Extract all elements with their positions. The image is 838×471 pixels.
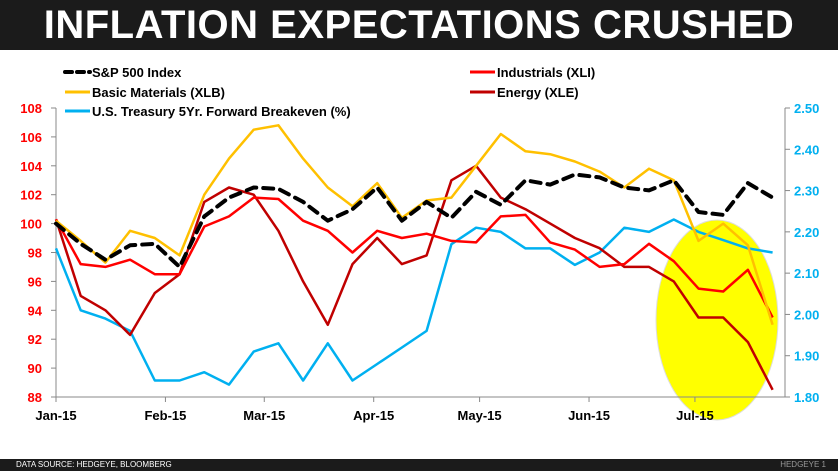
x-tick-label: Jun-15: [568, 408, 610, 423]
page-number: 1: [821, 460, 826, 469]
x-tick-label: Jan-15: [35, 408, 76, 423]
right-tick-label: 2.10: [794, 266, 819, 281]
left-tick-label: 88: [28, 390, 42, 405]
chart-title: INFLATION EXPECTATIONS CRUSHED: [43, 3, 795, 47]
footer: DATA SOURCE: HEDGEYE, BLOOMBERG HEDGEYE …: [0, 459, 838, 471]
left-tick-label: 100: [20, 217, 42, 232]
left-tick-label: 90: [28, 361, 42, 376]
right-tick-label: 2.50: [794, 101, 819, 116]
left-tick-label: 92: [28, 332, 42, 347]
right-tick-label: 2.20: [794, 225, 819, 240]
left-tick-label: 106: [20, 130, 42, 145]
x-tick-label: Apr-15: [353, 408, 394, 423]
left-tick-label: 98: [28, 246, 42, 261]
chart: 88 90 92 94 96 98 100 102 104 106 108 1.80 1.90 2.00 2…: [20, 65, 819, 423]
left-tick-label: 108: [20, 101, 42, 116]
legend-label: S&P 500 Index: [92, 65, 182, 80]
x-tick-label: Jul-15: [676, 408, 714, 423]
right-tick-label: 1.80: [794, 390, 819, 405]
legend-label: Energy (XLE): [497, 85, 579, 100]
series-line-energy-xle-: [54, 164, 774, 391]
legend-label: Industrials (XLI): [497, 65, 595, 80]
x-tick-label: May-15: [458, 408, 502, 423]
x-tick-label: Feb-15: [144, 408, 186, 423]
right-tick-label: 1.90: [794, 349, 819, 364]
series-line-u-s-treasury-5yr-forward-breakeven-: [54, 218, 773, 386]
legend-label: U.S. Treasury 5Yr. Forward Breakeven (%): [92, 104, 351, 119]
brand-name: HEDGEYE: [780, 460, 820, 469]
left-tick-label: 94: [28, 303, 43, 318]
title-bar: INFLATION EXPECTATIONS CRUSHED: [0, 0, 838, 50]
x-tick-label: Mar-15: [243, 408, 285, 423]
left-tick-label: 104: [20, 159, 42, 174]
brand: HEDGEYE 1: [780, 460, 826, 469]
series-line-s-p-500-index: [54, 172, 775, 269]
left-tick-label: 96: [28, 274, 42, 289]
data-source: DATA SOURCE: HEDGEYE, BLOOMBERG: [16, 460, 172, 469]
left-tick-label: 102: [20, 188, 42, 203]
right-tick-label: 2.40: [794, 142, 819, 157]
right-tick-label: 2.30: [794, 184, 819, 199]
legend-label: Basic Materials (XLB): [92, 85, 225, 100]
series-line-industrials-xli-: [54, 196, 774, 319]
right-tick-label: 2.00: [794, 307, 819, 322]
